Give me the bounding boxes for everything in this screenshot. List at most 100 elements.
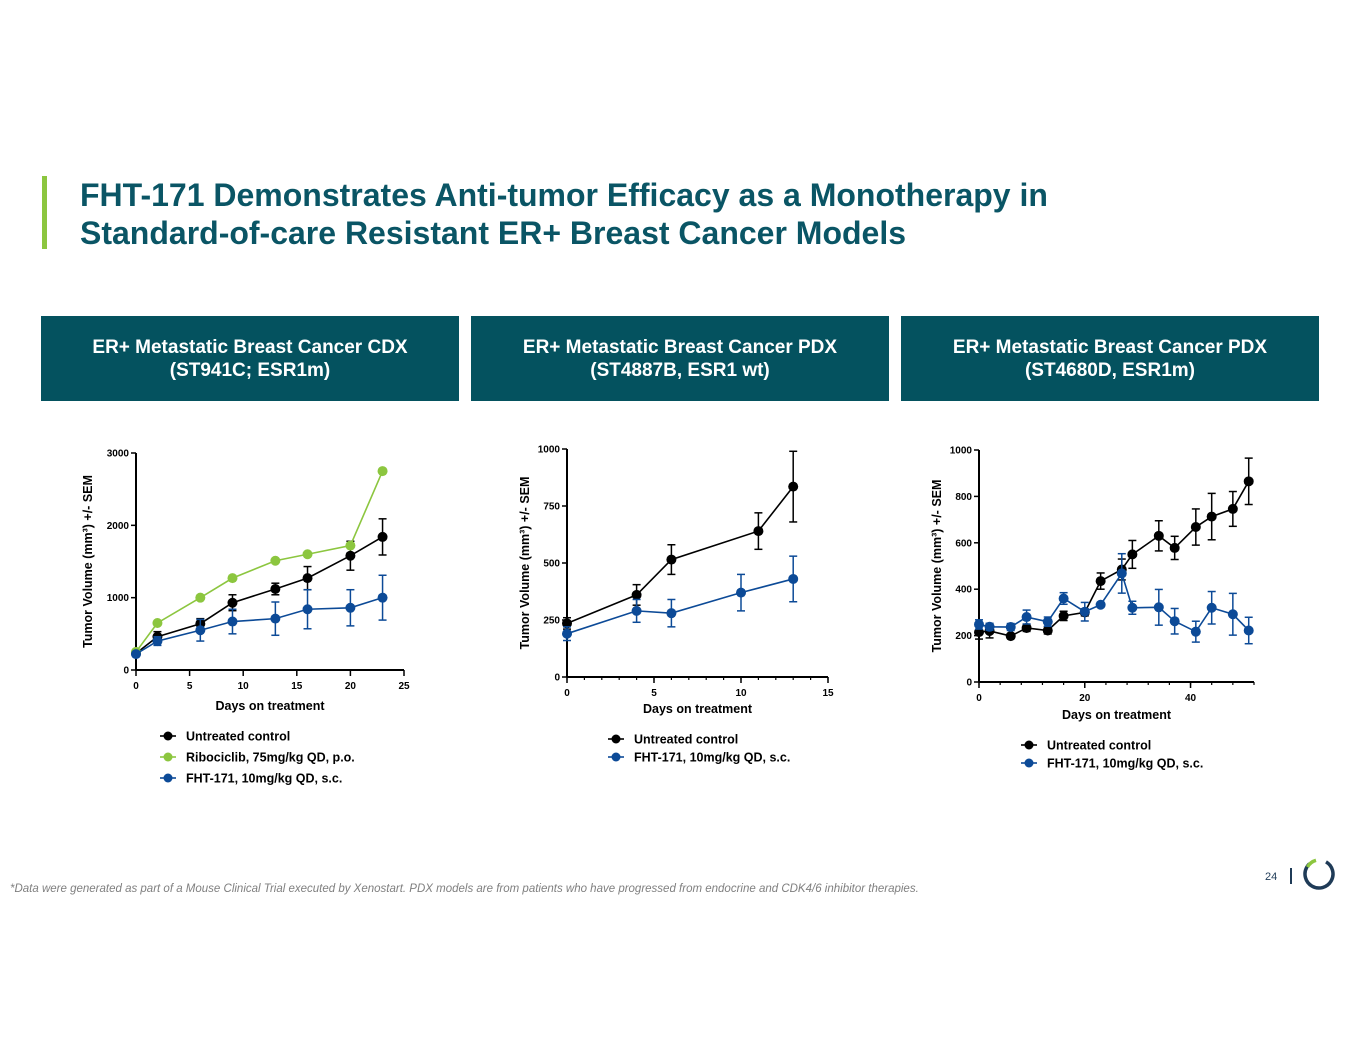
data-point: [377, 592, 388, 603]
footnote: *Data were generated as part of a Mouse …: [10, 883, 919, 895]
data-point: [1021, 612, 1032, 623]
x-tick-label: 5: [187, 681, 193, 692]
data-point: [1169, 616, 1180, 627]
x-tick-label: 0: [976, 693, 982, 704]
panel-header-line1: ER+ Metastatic Breast Cancer CDX: [92, 336, 408, 358]
data-point: [562, 618, 572, 629]
legend-marker: [611, 734, 621, 744]
x-axis-title: Days on treatment: [643, 702, 753, 716]
data-point: [1058, 593, 1069, 604]
y-axis-title: Tumor Volume (mm³) +/- SEM: [81, 475, 95, 648]
data-point: [974, 619, 984, 630]
panel-header-cdx: ER+ Metastatic Breast Cancer CDX (ST941C…: [41, 316, 459, 401]
legend-label: Untreated control: [634, 733, 738, 747]
x-tick-label: 15: [822, 688, 834, 699]
x-tick-label: 5: [651, 688, 657, 699]
y-axis-title: Tumor Volume (mm³) +/- SEM: [930, 480, 944, 653]
data-point: [1227, 609, 1238, 620]
data-point: [753, 526, 764, 537]
slide-title-line2: Standard-of-care Resistant ER+ Breast Ca…: [80, 215, 907, 251]
data-point: [270, 583, 281, 594]
y-tick-label: 750: [543, 502, 560, 513]
y-tick-label: 400: [955, 585, 972, 596]
y-tick-label: 0: [966, 678, 972, 689]
data-point: [1127, 549, 1138, 560]
data-point: [227, 616, 238, 627]
legend-label: FHT-171, 10mg/kg QD, s.c.: [1047, 757, 1203, 771]
data-point: [377, 466, 388, 477]
data-point: [345, 602, 356, 613]
y-tick-label: 3000: [107, 449, 130, 460]
series-line: [978, 571, 1250, 633]
data-point: [1190, 626, 1201, 637]
page-number: 24: [1265, 871, 1278, 883]
data-point: [1169, 542, 1180, 553]
y-tick-label: 1000: [107, 593, 130, 604]
slide-title: FHT-171 Demonstrates Anti-tumor Efficacy…: [80, 176, 1048, 252]
data-point: [1206, 511, 1217, 522]
series-line: [566, 486, 794, 625]
y-tick-label: 2000: [107, 521, 130, 532]
data-point: [1079, 606, 1090, 617]
data-point: [302, 549, 313, 560]
x-tick-label: 10: [238, 681, 250, 692]
data-point: [562, 628, 572, 639]
data-point: [1021, 622, 1032, 633]
panel-header-line2: (ST4887B, ESR1 wt): [590, 359, 770, 381]
x-tick-label: 20: [1079, 693, 1091, 704]
y-tick-label: 1000: [538, 445, 561, 456]
data-point: [1243, 476, 1254, 487]
data-point: [345, 540, 356, 551]
legend-marker: [611, 752, 621, 762]
data-point: [131, 649, 141, 660]
data-point: [1153, 530, 1164, 541]
x-axis-title: Days on treatment: [215, 699, 325, 713]
panel-header-line2: (ST4680D, ESR1m): [1024, 359, 1195, 381]
x-tick-label: 0: [564, 688, 570, 699]
legend-label: Ribociclib, 75mg/kg QD, p.o.: [186, 751, 355, 765]
data-point: [195, 592, 206, 603]
x-tick-label: 40: [1185, 693, 1197, 704]
data-point: [1227, 503, 1238, 514]
data-point: [195, 625, 206, 636]
data-point: [788, 573, 799, 584]
y-tick-label: 600: [955, 538, 972, 549]
series-fht-171-10mg-kg-qd-s-c-: [131, 574, 388, 660]
y-tick-label: 500: [543, 559, 560, 570]
legend-label: Untreated control: [186, 730, 290, 744]
data-point: [302, 573, 313, 584]
panel-header-line1: ER+ Metastatic Breast Cancer PDX: [522, 336, 838, 358]
legend-marker: [163, 752, 173, 762]
data-point: [227, 597, 238, 608]
series-line: [978, 480, 1250, 637]
panel-header-line1: ER+ Metastatic Breast Cancer PDX: [952, 336, 1268, 358]
y-tick-label: 800: [955, 492, 972, 503]
y-tick-label: 0: [123, 666, 129, 677]
legend-label: Untreated control: [1047, 739, 1151, 753]
y-tick-label: 200: [955, 631, 972, 642]
legend-label: FHT-171, 10mg/kg QD, s.c.: [186, 772, 342, 786]
data-point: [1042, 616, 1053, 627]
x-tick-label: 15: [291, 681, 303, 692]
data-point: [1058, 610, 1069, 621]
data-point: [736, 587, 746, 598]
series-untreated-control: [974, 457, 1254, 642]
data-point: [302, 604, 313, 615]
data-point: [377, 531, 388, 542]
legend-marker: [1024, 758, 1034, 768]
data-point: [788, 481, 799, 492]
data-point: [152, 617, 163, 628]
legend-marker: [1024, 740, 1034, 750]
data-point: [1153, 602, 1164, 613]
data-point: [1005, 631, 1016, 642]
y-tick-label: 0: [554, 673, 560, 684]
legend-marker: [163, 731, 173, 741]
series-fht-171-10mg-kg-qd-s-c-: [562, 555, 799, 642]
company-logo-icon: [1303, 858, 1335, 890]
data-point: [1116, 568, 1127, 579]
legend-label: FHT-171, 10mg/kg QD, s.c.: [634, 751, 790, 765]
slide-title-line1: FHT-171 Demonstrates Anti-tumor Efficacy…: [80, 177, 1048, 213]
series-line: [135, 470, 384, 653]
series-ribociclib-75mg-kg-qd-p-o-: [131, 466, 388, 657]
x-tick-label: 10: [735, 688, 747, 699]
